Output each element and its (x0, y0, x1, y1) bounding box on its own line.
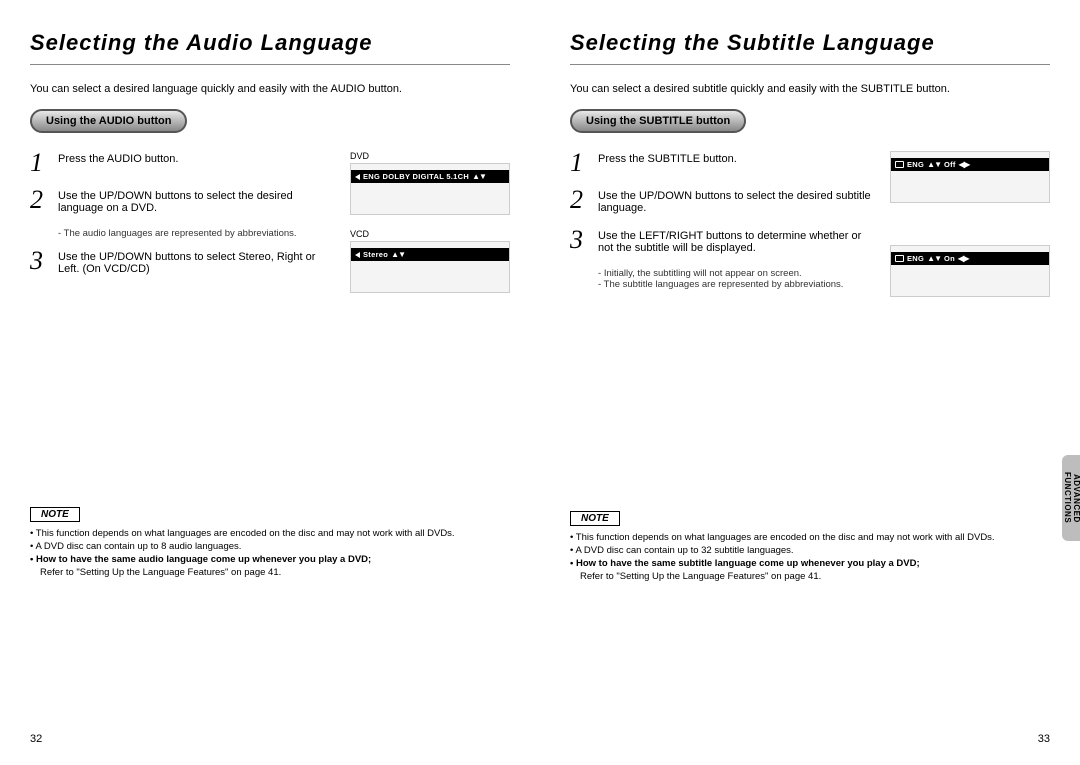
osd-text: Stereo (363, 250, 388, 259)
step-number: 1 (30, 151, 50, 174)
osd-text: ENG DOLBY DIGITAL 5.1CH (363, 172, 469, 181)
step-text: Use the UP/DOWN buttons to select the de… (598, 188, 874, 214)
steps-col: 1 Press the AUDIO button. 2 Use the UP/D… (30, 151, 334, 307)
display-box-vcd: Stereo ▲▼ (350, 241, 510, 293)
side-tab-label: ADVANCED FUNCTIONS (1062, 455, 1080, 541)
page-right: Selecting the Subtitle Language You can … (540, 0, 1080, 765)
rule (570, 64, 1050, 65)
step-text: Use the UP/DOWN buttons to select the de… (58, 188, 334, 214)
intro-text: You can select a desired language quickl… (30, 83, 510, 95)
note-item: Refer to "Setting Up the Language Featur… (580, 571, 1050, 582)
note-list: This function depends on what languages … (30, 528, 510, 578)
step-1: 1 Press the AUDIO button. (30, 151, 334, 174)
leftright-icon: ◀▶ (959, 160, 969, 169)
intro-text: You can select a desired subtitle quickl… (570, 83, 1050, 95)
osd-text: Off (944, 160, 956, 169)
step-1: 1 Press the SUBTITLE button. (570, 151, 874, 174)
step-text: Press the AUDIO button. (58, 151, 178, 174)
osd-text: ENG (907, 254, 924, 263)
section-pill: Using the AUDIO button (30, 109, 187, 133)
step-number: 3 (570, 228, 590, 254)
note-item: This function depends on what languages … (570, 532, 1050, 543)
step-number: 1 (570, 151, 590, 174)
updown-icon: ▲▼ (927, 160, 941, 169)
page-spread: Selecting the Audio Language You can sel… (0, 0, 1080, 765)
osd-text: On (944, 254, 955, 263)
updown-icon: ▲▼ (472, 172, 486, 181)
step-text: Press the SUBTITLE button. (598, 151, 737, 174)
osd-text: ENG (907, 160, 924, 169)
note-list: This function depends on what languages … (570, 532, 1050, 582)
display-label: DVD (350, 151, 510, 161)
page-number: 33 (1038, 733, 1050, 745)
note-item: How to have the same audio language come… (30, 554, 510, 565)
step-2: 2 Use the UP/DOWN buttons to select the … (30, 188, 334, 214)
content-row: 1 Press the SUBTITLE button. 2 Use the U… (570, 151, 1050, 311)
rule (30, 64, 510, 65)
page-title: Selecting the Subtitle Language (570, 30, 1050, 56)
display-col: ENG ▲▼ Off ◀▶ ENG ▲▼ On ◀▶ (890, 151, 1050, 311)
speaker-icon (355, 174, 360, 180)
osd-band: ENG DOLBY DIGITAL 5.1CH ▲▼ (351, 170, 509, 183)
sub-note-text: The audio languages are represented by a… (58, 228, 297, 239)
display-box-on: ENG ▲▼ On ◀▶ (890, 245, 1050, 297)
display-label: VCD (350, 229, 510, 239)
note-label: NOTE (570, 511, 620, 526)
page-title: Selecting the Audio Language (30, 30, 510, 56)
sub-note: Initially, the subtitling will not appea… (598, 268, 874, 290)
updown-icon: ▲▼ (927, 254, 941, 263)
step-text: Use the UP/DOWN buttons to select Stereo… (58, 249, 334, 275)
note-item: How to have the same subtitle language c… (570, 558, 1050, 569)
note-item: A DVD disc can contain up to 8 audio lan… (30, 541, 510, 552)
note-item: Refer to "Setting Up the Language Featur… (40, 567, 510, 578)
sub-note-text: Initially, the subtitling will not appea… (598, 268, 802, 279)
side-tab: ADVANCED FUNCTIONS (1062, 455, 1080, 541)
step-3: 3 Use the LEFT/RIGHT buttons to determin… (570, 228, 874, 254)
section-pill: Using the SUBTITLE button (570, 109, 746, 133)
note-item: This function depends on what languages … (30, 528, 510, 539)
step-number: 2 (30, 188, 50, 214)
spacer (890, 217, 1050, 245)
step-number: 2 (570, 188, 590, 214)
page-left: Selecting the Audio Language You can sel… (0, 0, 540, 765)
step-number: 3 (30, 249, 50, 275)
display-col: DVD ENG DOLBY DIGITAL 5.1CH ▲▼ VCD Stere… (350, 151, 510, 307)
subtitle-icon (895, 255, 904, 262)
note-item: A DVD disc can contain up to 32 subtitle… (570, 545, 1050, 556)
leftright-icon: ◀▶ (958, 254, 968, 263)
step-2: 2 Use the UP/DOWN buttons to select the … (570, 188, 874, 214)
step-3: 3 Use the UP/DOWN buttons to select Ster… (30, 249, 334, 275)
display-box-off: ENG ▲▼ Off ◀▶ (890, 151, 1050, 203)
subtitle-icon (895, 161, 904, 168)
osd-band: ENG ▲▼ Off ◀▶ (891, 158, 1049, 171)
note-label: NOTE (30, 507, 80, 522)
sub-note: The audio languages are represented by a… (58, 228, 334, 239)
page-number: 32 (30, 733, 42, 745)
display-box-dvd: ENG DOLBY DIGITAL 5.1CH ▲▼ (350, 163, 510, 215)
speaker-icon (355, 252, 360, 258)
osd-band: ENG ▲▼ On ◀▶ (891, 252, 1049, 265)
osd-band: Stereo ▲▼ (351, 248, 509, 261)
step-text: Use the LEFT/RIGHT buttons to determine … (598, 228, 874, 254)
content-row: 1 Press the AUDIO button. 2 Use the UP/D… (30, 151, 510, 307)
steps-col: 1 Press the SUBTITLE button. 2 Use the U… (570, 151, 874, 311)
updown-icon: ▲▼ (391, 250, 405, 259)
sub-note-text: The subtitle languages are represented b… (598, 279, 843, 290)
